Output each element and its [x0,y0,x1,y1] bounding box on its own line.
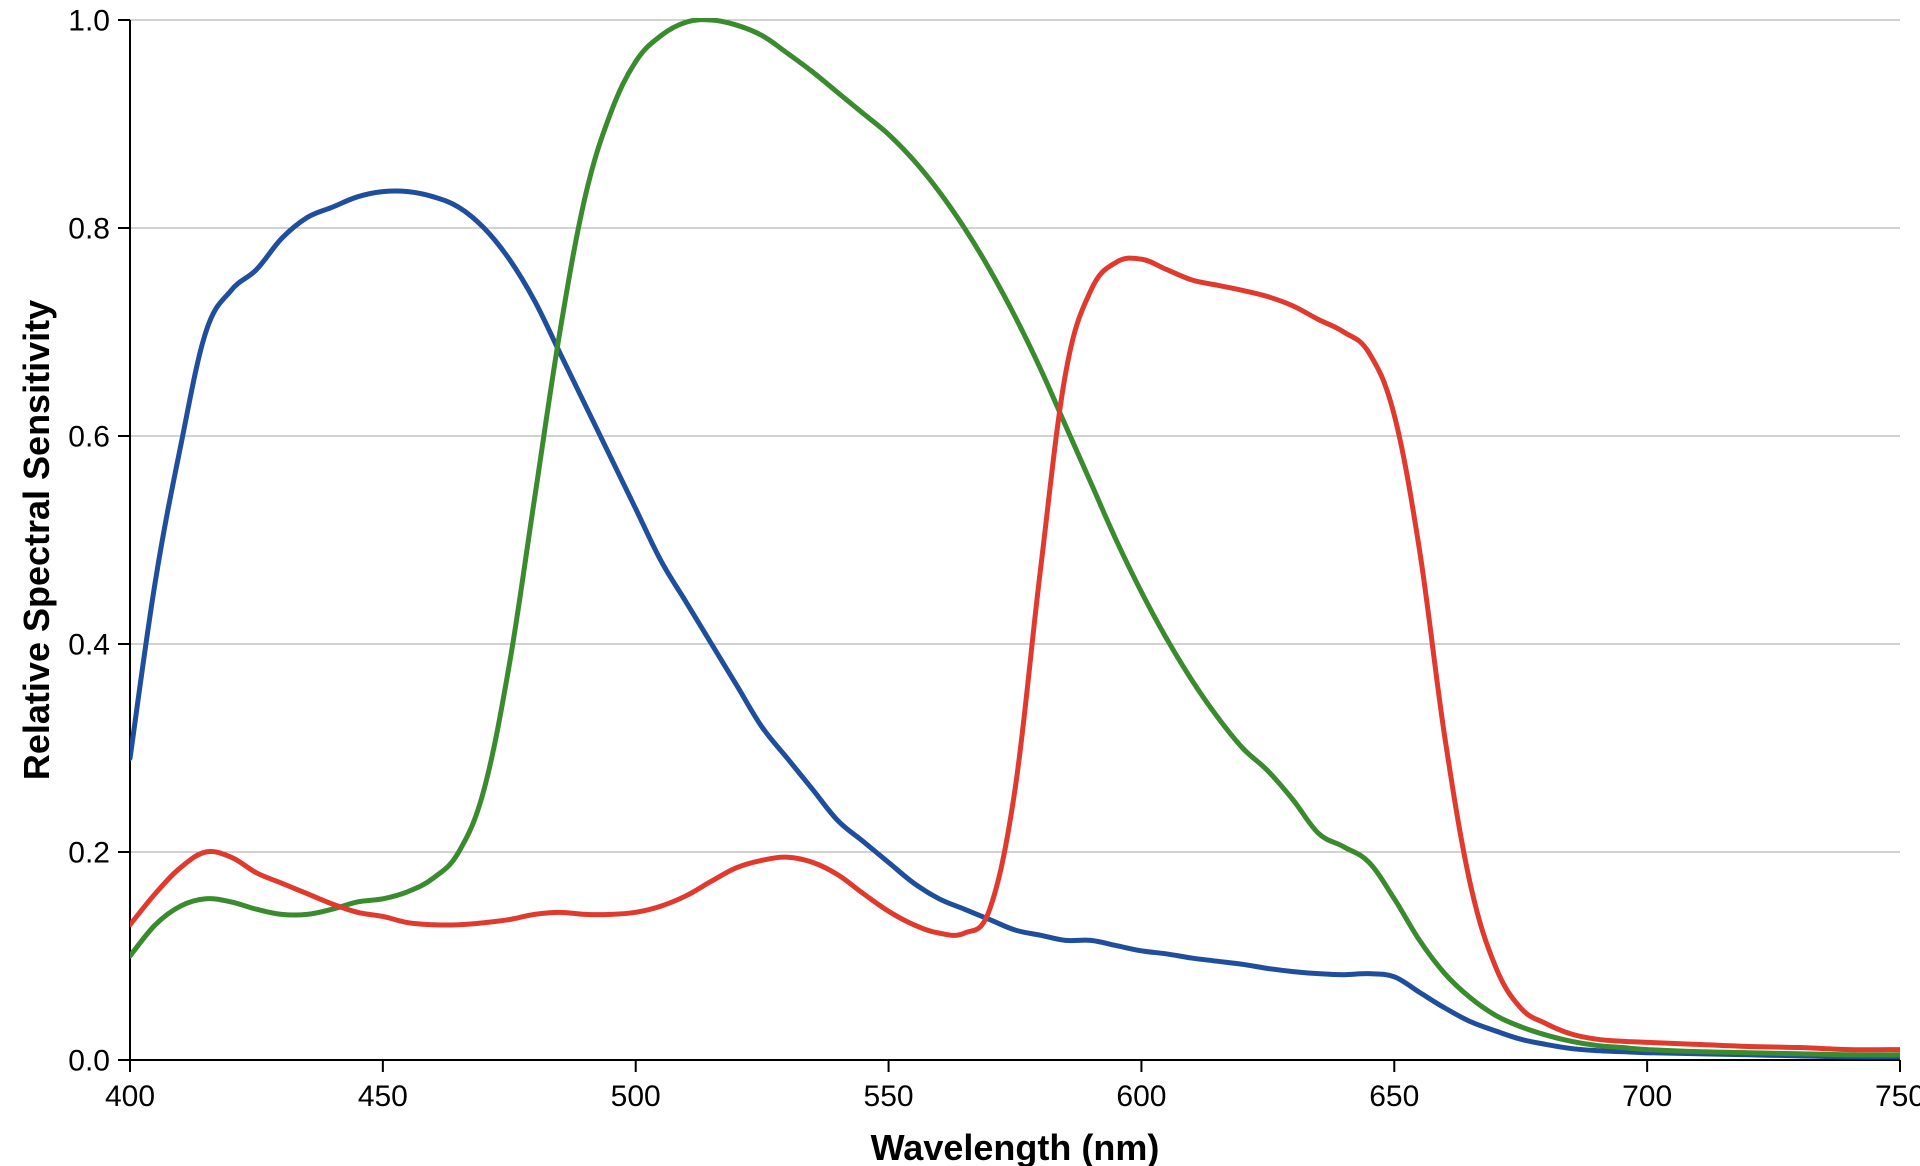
chart-svg: 400 450 500 550 600 650 700 750 0.0 0.2 0.4 0.6 0.8 1… [0,0,1920,1166]
x-tick-label: 650 [1369,1080,1419,1113]
y-tick-label: 0.6 [68,421,110,454]
y-axis-label: Relative Spectral Sensitivity [16,300,57,780]
y-tick-label: 0.8 [68,213,110,246]
chart-background [0,0,1920,1166]
y-tick-label: 0.4 [68,629,110,662]
x-tick-label: 550 [864,1080,914,1113]
y-tick-label: 0.0 [68,1045,110,1078]
y-tick-label: 1.0 [68,5,110,38]
x-tick-label: 450 [358,1080,408,1113]
spectral-sensitivity-chart: 400 450 500 550 600 650 700 750 0.0 0.2 0.4 0.6 0.8 1… [0,0,1920,1166]
x-tick-label: 750 [1875,1080,1920,1113]
y-tick-label: 0.2 [68,837,110,870]
x-tick-label: 600 [1116,1080,1166,1113]
x-tick-label: 500 [611,1080,661,1113]
x-axis-label: Wavelength (nm) [871,1127,1160,1166]
x-tick-label: 700 [1622,1080,1672,1113]
x-tick-label: 400 [105,1080,155,1113]
